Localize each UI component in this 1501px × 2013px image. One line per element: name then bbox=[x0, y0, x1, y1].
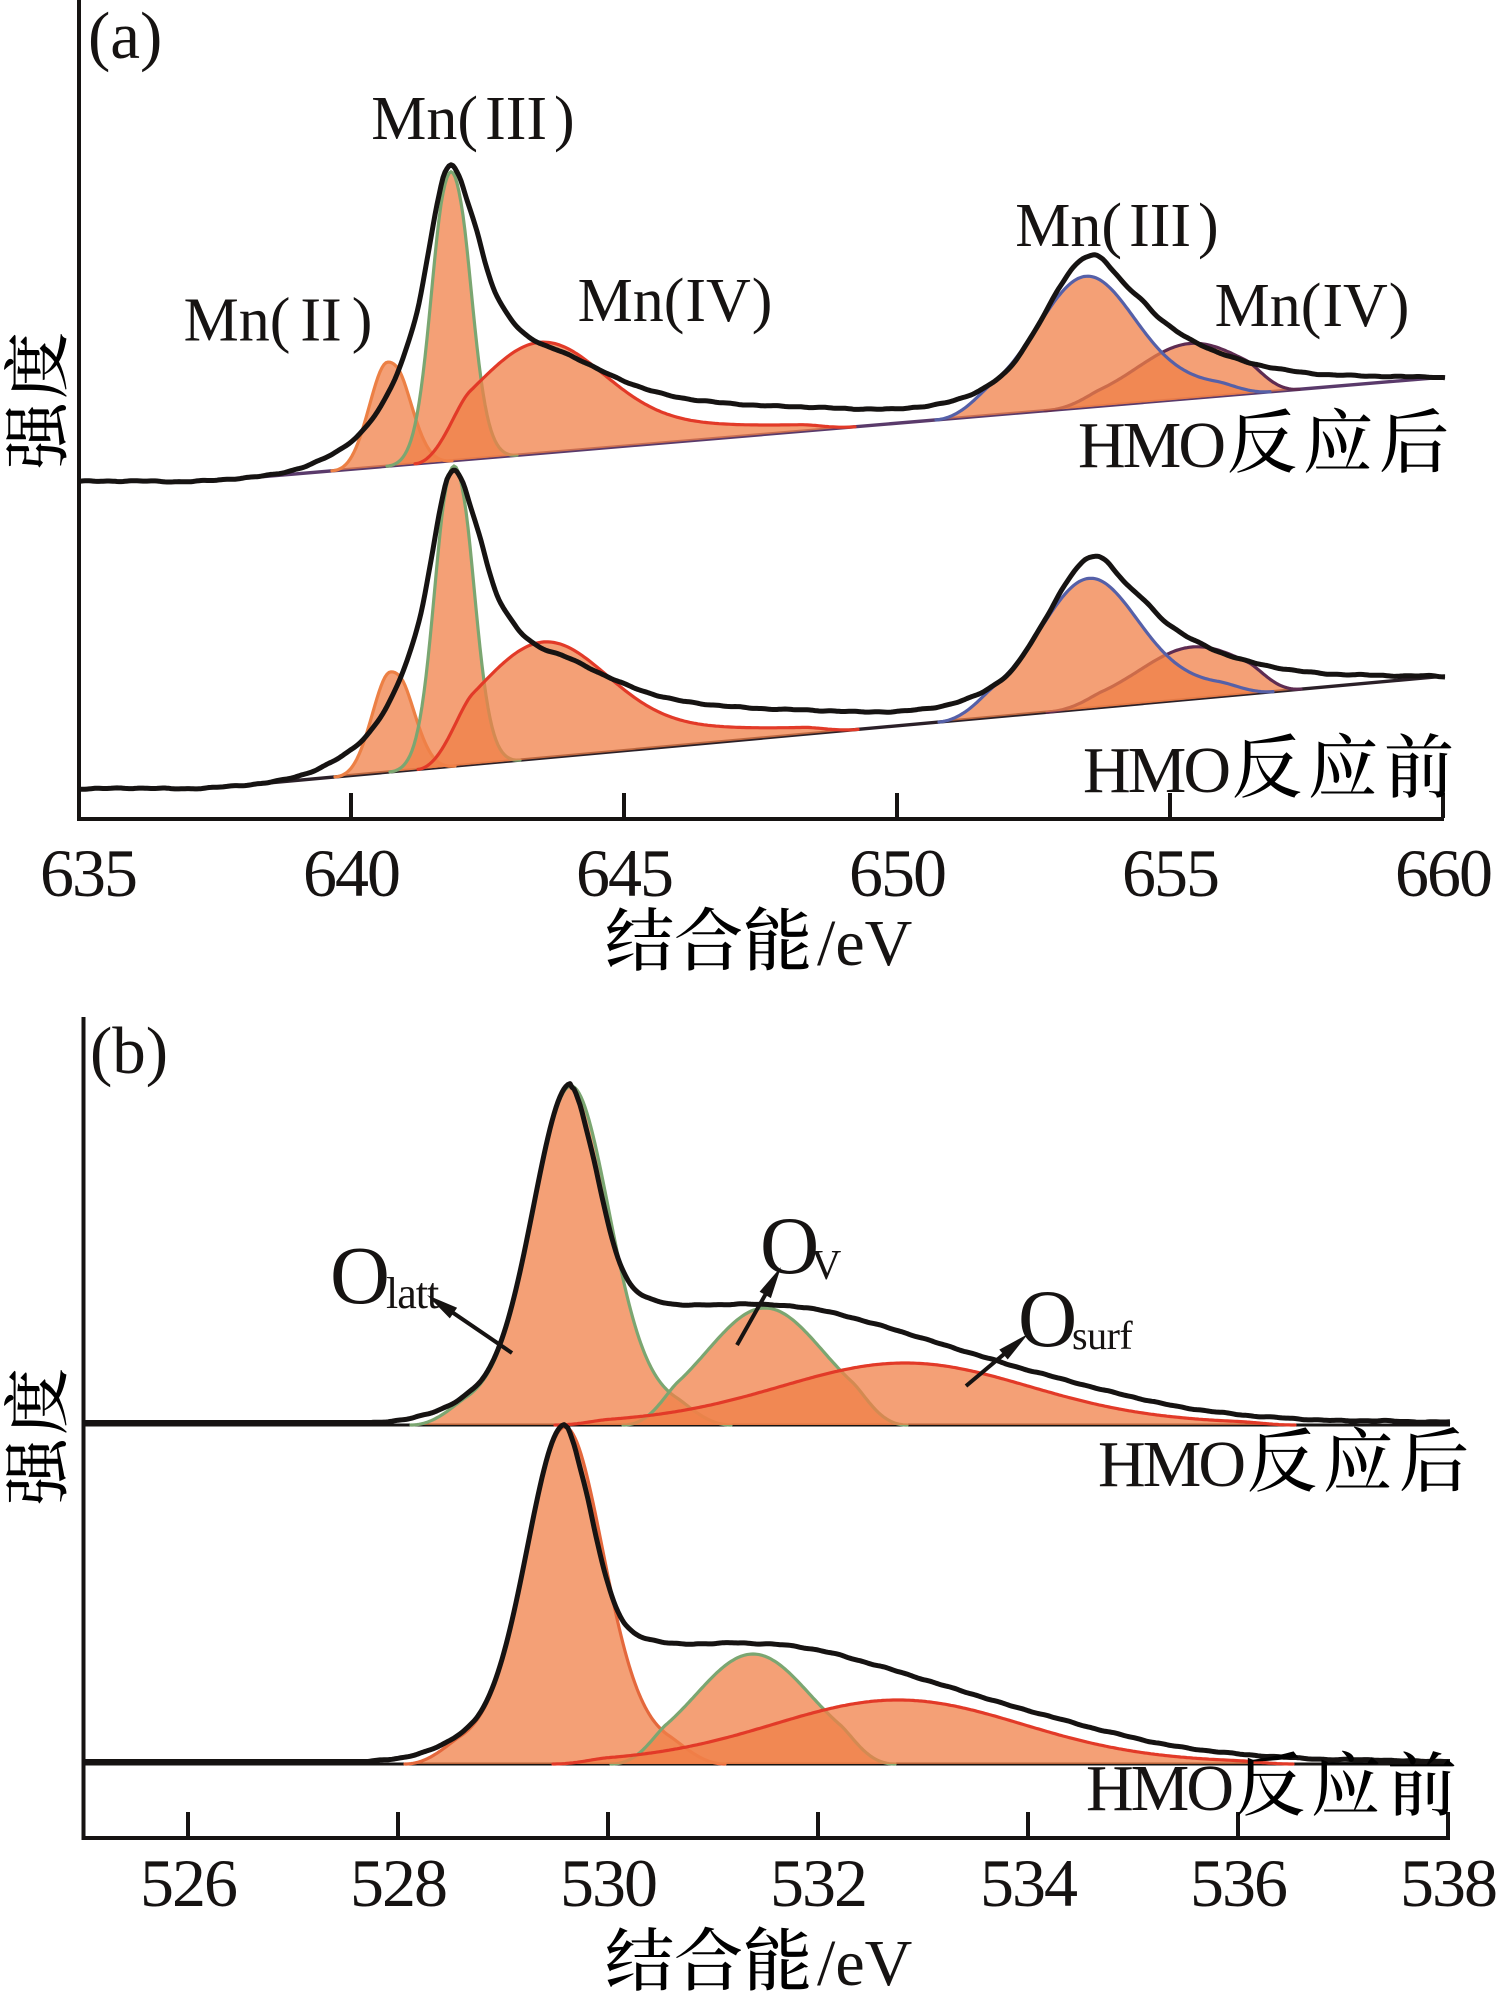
svg-text:(b): (b) bbox=[90, 1014, 168, 1088]
svg-text:536: 536 bbox=[1190, 1845, 1286, 1921]
svg-text:II: II bbox=[300, 286, 341, 354]
svg-text:): ) bbox=[752, 267, 773, 335]
svg-text:650: 650 bbox=[849, 835, 945, 911]
svg-text:530: 530 bbox=[560, 1845, 656, 1921]
svg-text:Mn(: Mn( bbox=[184, 286, 291, 354]
svg-text:III: III bbox=[485, 85, 547, 153]
svg-text:Mn(: Mn( bbox=[1015, 192, 1122, 260]
svg-text:HMO: HMO bbox=[1086, 1752, 1231, 1825]
svg-text:Mn(: Mn( bbox=[371, 85, 478, 153]
svg-text:532: 532 bbox=[770, 1845, 866, 1921]
svg-text:O: O bbox=[1018, 1273, 1077, 1364]
svg-text:640: 640 bbox=[303, 835, 399, 911]
svg-text:/eV: /eV bbox=[817, 907, 912, 980]
svg-text:IV: IV bbox=[685, 267, 751, 335]
svg-text:latt: latt bbox=[386, 1269, 439, 1318]
svg-text:534: 534 bbox=[980, 1845, 1077, 1921]
svg-text:): ) bbox=[352, 286, 373, 354]
svg-text:IV: IV bbox=[1322, 272, 1388, 340]
svg-text:(a): (a) bbox=[88, 0, 162, 73]
svg-text:HMO: HMO bbox=[1083, 734, 1228, 807]
svg-text:645: 645 bbox=[576, 835, 672, 911]
svg-text:): ) bbox=[1198, 192, 1219, 260]
svg-text:III: III bbox=[1129, 192, 1191, 260]
svg-text:526: 526 bbox=[140, 1845, 236, 1921]
svg-text:528: 528 bbox=[350, 1845, 446, 1921]
svg-text:/eV: /eV bbox=[817, 1927, 912, 2000]
svg-text:Mn(: Mn( bbox=[578, 267, 685, 335]
svg-text:635: 635 bbox=[40, 835, 136, 911]
svg-text:655: 655 bbox=[1122, 835, 1218, 911]
svg-text:surf: surf bbox=[1072, 1313, 1133, 1358]
svg-text:O: O bbox=[330, 1229, 390, 1321]
svg-text:): ) bbox=[554, 85, 575, 153]
svg-text:538: 538 bbox=[1400, 1845, 1496, 1921]
svg-text:Mn(: Mn( bbox=[1215, 272, 1322, 340]
svg-text:): ) bbox=[1389, 272, 1410, 340]
svg-text:O: O bbox=[760, 1200, 819, 1291]
svg-text:660: 660 bbox=[1395, 835, 1491, 911]
svg-text:HMO: HMO bbox=[1098, 1428, 1243, 1501]
svg-text:HMO: HMO bbox=[1078, 409, 1223, 482]
svg-text:V: V bbox=[811, 1243, 841, 1289]
